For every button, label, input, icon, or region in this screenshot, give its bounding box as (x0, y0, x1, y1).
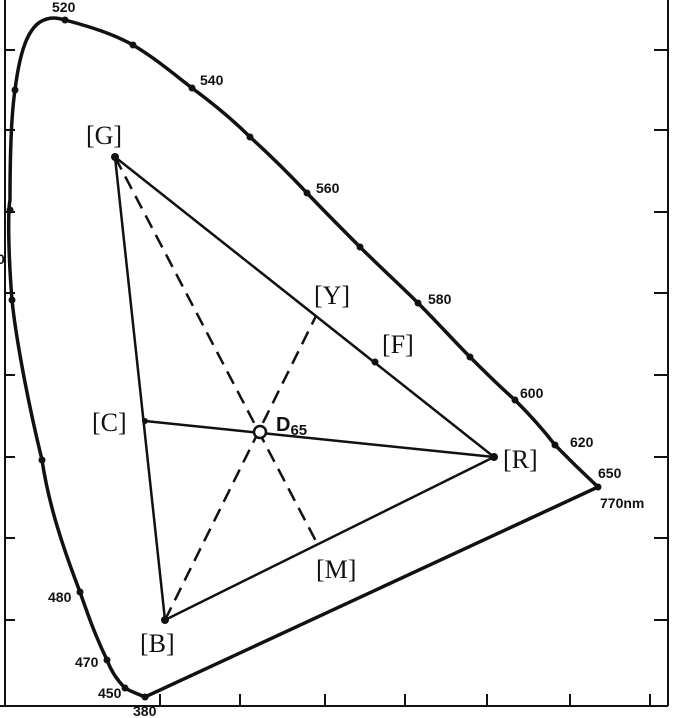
wavelength-label: 650 (598, 465, 622, 481)
wavelength-label: 380 (133, 703, 157, 718)
gamut-dots (111, 153, 498, 624)
wavelength-label: 620 (570, 434, 594, 450)
point-label: [Y] (314, 281, 350, 310)
wavelength-label: 600 (520, 385, 544, 401)
point-label: [C] (92, 408, 127, 437)
gamut-triangle (113, 154, 497, 622)
point-label: [B] (140, 629, 175, 658)
white-point (252, 424, 268, 440)
wavelength-label: 0 (0, 251, 5, 267)
locus-dots (6, 16, 602, 701)
wavelength-label: 450 (98, 685, 122, 701)
point-label: [M] (316, 555, 356, 584)
white-point-label: D65 (276, 414, 307, 439)
wavelength-label: 580 (428, 291, 452, 307)
white-point-main: D (276, 414, 290, 436)
wavelength-label: 480 (48, 589, 72, 605)
point-label: [R] (503, 445, 538, 474)
dashed-lines (113, 156, 320, 621)
white-point-sub: 65 (290, 422, 307, 439)
wavelength-label: 770nm (600, 495, 644, 511)
point-label: [F] (382, 330, 414, 359)
wavelength-label: 520 (52, 0, 76, 15)
wavelength-label: 470 (75, 654, 99, 670)
wavelength-label: 540 (200, 72, 224, 88)
wavelength-label: 560 (316, 180, 340, 196)
point-label: [G] (86, 121, 122, 150)
